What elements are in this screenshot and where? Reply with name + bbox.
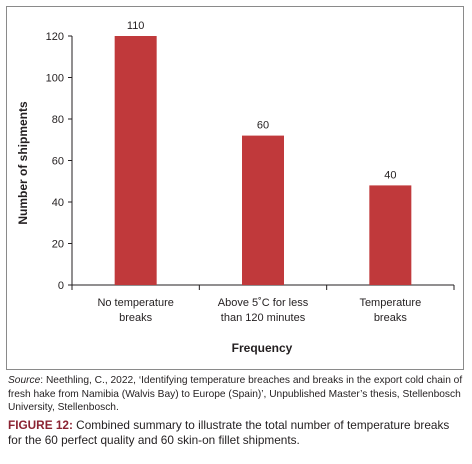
figure-label: FIGURE 12: [8,418,73,432]
source-label: Source [8,375,41,386]
y-tick-label: 0 [58,280,64,292]
bar-chart: 0 20 40 60 80 100 120 110 No temperature breaks 60… [16,20,455,355]
figure-caption: FIGURE 12: Combined summary to illustrat… [8,418,466,448]
category-label: breaks [374,312,408,324]
category-label: No temperature [97,297,173,309]
data-label: 60 [257,120,269,132]
source-text: : Neethling, C., 2022, ‘Identifying temp… [8,375,463,413]
caption-text: Combined summary to illustrate the total… [8,418,450,447]
source-note: Source: Neethling, C., 2022, ‘Identifyin… [8,374,466,415]
bar [242,135,284,285]
data-label: 110 [127,20,145,32]
category-label: Above 5˚C for less [218,297,309,309]
category-label: breaks [119,312,153,324]
y-axis-title: Number of shipments [16,101,30,225]
chart-frame [6,6,464,370]
bar [114,36,157,285]
bar [369,185,412,285]
x-axis-title: Frequency [232,341,293,355]
y-tick-label: 80 [52,114,64,126]
y-tick-label: 60 [52,156,64,168]
y-tick-label: 40 [52,197,64,209]
y-tick-label: 100 [46,73,64,85]
category-label: Temperature [359,297,421,309]
category-label: than 120 minutes [221,312,306,324]
y-tick-label: 20 [52,239,64,251]
data-label: 40 [384,169,396,181]
y-tick-label: 120 [46,31,64,43]
